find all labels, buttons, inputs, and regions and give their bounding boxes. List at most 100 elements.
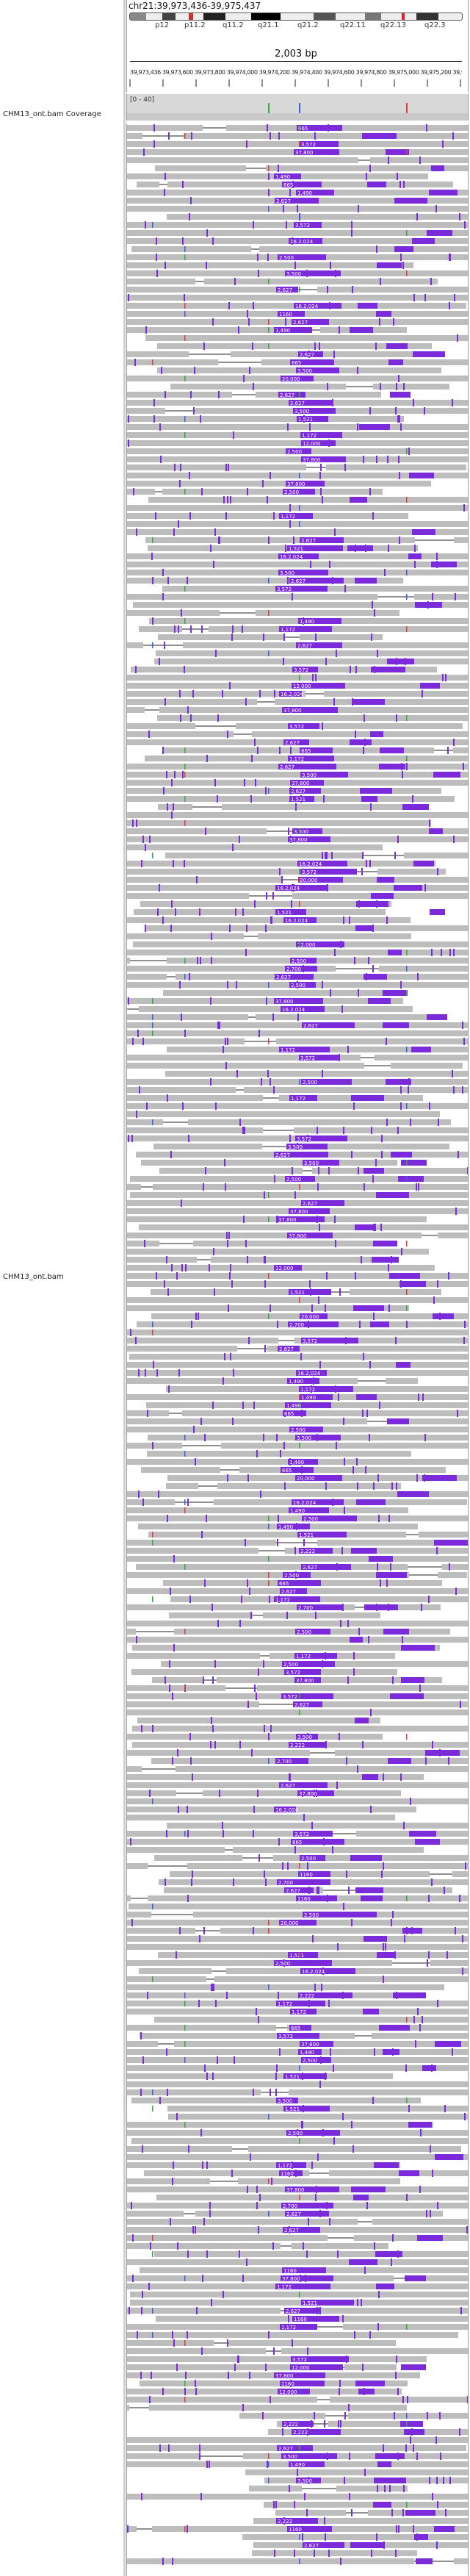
insertion-size-block[interactable] <box>380 747 404 753</box>
insertion-marker[interactable] <box>396 2356 397 2363</box>
insertion-marker[interactable] <box>227 981 228 989</box>
insertion-marker[interactable] <box>344 2477 345 2484</box>
insertion-marker[interactable] <box>162 593 164 600</box>
aligned-read[interactable] <box>151 1758 468 1764</box>
insertion-marker[interactable] <box>190 1757 192 1765</box>
insertion-marker[interactable] <box>445 2509 446 2516</box>
aligned-read[interactable] <box>127 2065 468 2071</box>
insertion-marker[interactable] <box>167 577 169 584</box>
insertion-size-block[interactable] <box>295 1135 347 1141</box>
insertion-marker[interactable] <box>413 399 414 406</box>
aligned-read[interactable] <box>127 1629 450 1635</box>
insertion-marker[interactable] <box>258 2016 259 2023</box>
insertion-marker[interactable] <box>320 488 322 495</box>
insertion-marker[interactable] <box>365 1466 366 1474</box>
insertion-marker[interactable] <box>176 1272 178 1280</box>
aligned-read[interactable] <box>127 2049 468 2055</box>
insertion-marker[interactable] <box>401 1248 402 1255</box>
insertion-marker[interactable] <box>212 1604 213 1611</box>
insertion-marker[interactable] <box>187 706 189 714</box>
insertion-marker[interactable] <box>167 1288 169 1296</box>
insertion-marker[interactable] <box>292 593 293 600</box>
insertion-size-block[interactable] <box>279 1782 328 1788</box>
insertion-marker[interactable] <box>403 383 405 390</box>
insertion-size-block[interactable] <box>409 1831 436 1837</box>
insertion-size-block[interactable] <box>282 2421 314 2427</box>
insertion-size-block[interactable] <box>285 966 317 972</box>
aligned-read[interactable] <box>140 901 391 907</box>
insertion-size-block[interactable] <box>289 578 344 584</box>
insertion-marker[interactable] <box>195 1313 197 1320</box>
aligned-read[interactable] <box>127 416 404 422</box>
insertion-marker[interactable] <box>455 1927 456 1934</box>
insertion-marker[interactable] <box>292 2339 293 2347</box>
insertion-marker[interactable] <box>346 1870 347 1878</box>
insertion-marker[interactable] <box>142 2145 143 2153</box>
insertion-marker[interactable] <box>230 1353 231 1360</box>
insertion-marker[interactable] <box>141 1725 142 1732</box>
insertion-marker[interactable] <box>349 2493 350 2500</box>
insertion-marker[interactable] <box>376 456 377 463</box>
insertion-marker[interactable] <box>344 464 346 471</box>
aligned-read[interactable] <box>127 1515 468 1521</box>
insertion-marker[interactable] <box>167 2089 168 2096</box>
insertion-size-block[interactable] <box>431 165 444 171</box>
insertion-marker[interactable] <box>463 1038 465 1045</box>
insertion-size-block[interactable] <box>358 303 377 309</box>
insertion-marker[interactable] <box>147 1410 148 1417</box>
insertion-marker[interactable] <box>212 2073 214 2080</box>
insertion-size-block[interactable] <box>285 2186 339 2192</box>
aligned-read[interactable] <box>127 1709 468 1715</box>
insertion-marker[interactable] <box>293 537 294 544</box>
insertion-size-block[interactable] <box>290 2009 317 2014</box>
insertion-marker[interactable] <box>161 367 162 374</box>
insertion-marker[interactable] <box>194 367 195 374</box>
insertion-marker[interactable] <box>189 213 190 220</box>
insertion-marker[interactable] <box>275 2089 277 2096</box>
aligned-read[interactable] <box>132 1726 468 1732</box>
insertion-marker[interactable] <box>253 221 254 229</box>
insertion-size-block[interactable] <box>373 1241 397 1246</box>
insertion-marker[interactable] <box>363 456 364 463</box>
aligned-read[interactable] <box>127 1418 468 1424</box>
insertion-size-block[interactable] <box>408 553 422 559</box>
insertion-size-block[interactable] <box>282 182 322 187</box>
insertion-marker[interactable] <box>294 2501 295 2508</box>
insertion-marker[interactable] <box>164 189 165 196</box>
insertion-marker[interactable] <box>347 1046 349 1053</box>
insertion-marker[interactable] <box>466 2226 468 2234</box>
insertion-marker[interactable] <box>211 933 212 940</box>
insertion-marker[interactable] <box>162 2388 164 2395</box>
insertion-size-block[interactable] <box>400 2421 423 2427</box>
insertion-marker[interactable] <box>340 2420 341 2428</box>
insertion-marker[interactable] <box>228 302 230 309</box>
insertion-marker[interactable] <box>378 2291 380 2298</box>
insertion-size-block[interactable] <box>277 1524 310 1529</box>
insertion-marker[interactable] <box>181 1264 183 1271</box>
insertion-size-block[interactable] <box>283 739 309 745</box>
aligned-read[interactable] <box>127 1378 418 1384</box>
insertion-marker[interactable] <box>294 1191 296 1199</box>
aligned-read[interactable] <box>127 1815 395 1820</box>
insertion-size-block[interactable] <box>402 1928 422 1934</box>
insertion-size-block[interactable] <box>289 400 333 406</box>
insertion-size-block[interactable] <box>274 1152 328 1158</box>
insertion-marker[interactable] <box>222 1822 223 1829</box>
insertion-size-block[interactable] <box>350 327 373 333</box>
insertion-marker[interactable] <box>243 375 245 382</box>
insertion-marker[interactable] <box>228 1232 230 1239</box>
insertion-marker[interactable] <box>231 2170 233 2177</box>
insertion-marker[interactable] <box>322 1070 323 1077</box>
insertion-size-block[interactable] <box>289 788 321 794</box>
insertion-marker[interactable] <box>449 1563 450 1571</box>
insertion-marker[interactable] <box>187 577 188 584</box>
insertion-marker[interactable] <box>410 2436 411 2444</box>
aligned-read[interactable] <box>127 1362 468 1368</box>
insertion-size-block[interactable] <box>413 351 445 357</box>
insertion-size-block[interactable] <box>364 1604 398 1610</box>
insertion-size-block[interactable] <box>275 974 314 980</box>
insertion-marker[interactable] <box>215 2000 217 2007</box>
insertion-marker[interactable] <box>364 714 365 722</box>
insertion-size-block[interactable] <box>283 1572 311 1578</box>
insertion-marker[interactable] <box>270 2089 271 2096</box>
